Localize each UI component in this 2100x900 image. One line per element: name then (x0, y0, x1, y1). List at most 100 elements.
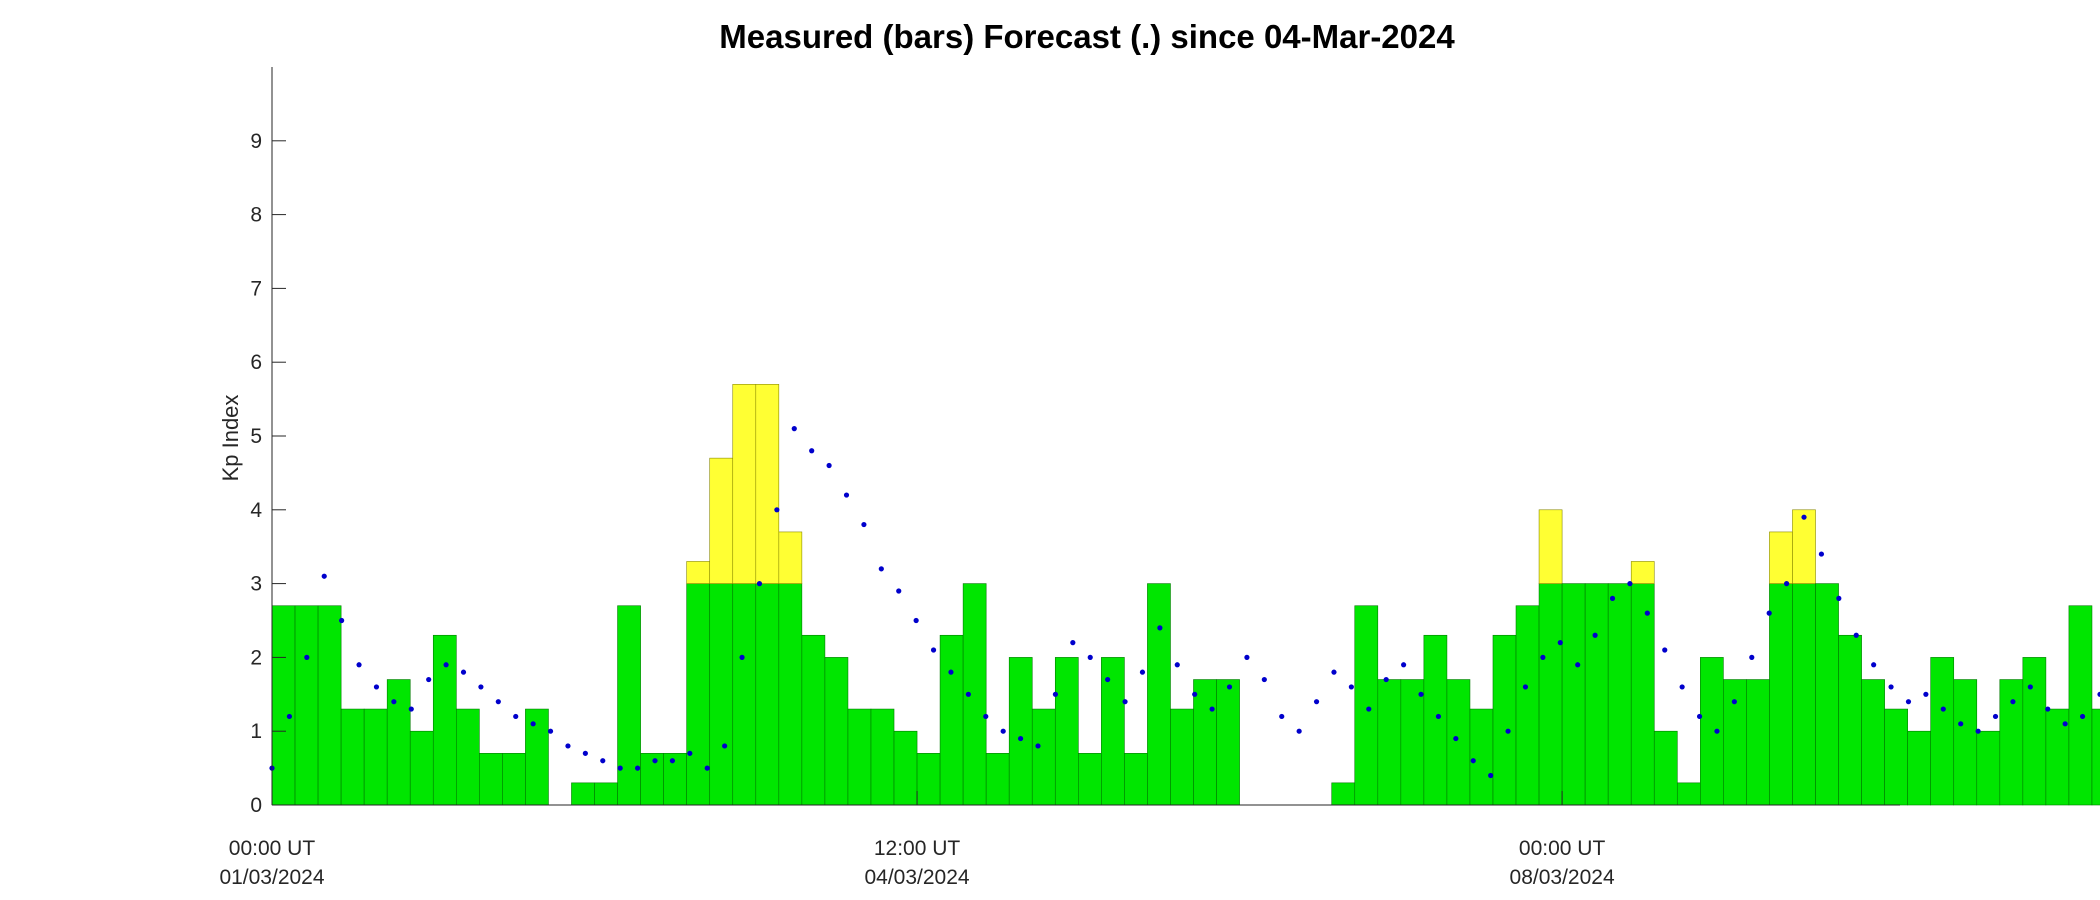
forecast-point (774, 507, 780, 513)
measured-bars (271, 384, 2100, 806)
kp-bar-quiet (1031, 708, 1056, 806)
forecast-point (1644, 610, 1650, 616)
kp-bar-quiet (363, 708, 388, 806)
kp-bar (1561, 583, 1586, 806)
forecast-point (791, 426, 797, 432)
forecast-point (391, 699, 397, 705)
x-tick-time: 00:00 UT (229, 837, 316, 860)
kp-bar-quiet (1216, 679, 1240, 806)
kp-bar (1953, 679, 1978, 806)
kp-bar (1769, 531, 1793, 806)
kp-bar-active (1792, 509, 1816, 584)
kp-bar-active (709, 457, 734, 584)
forecast-point (1818, 551, 1825, 557)
kp-bar (1078, 753, 1102, 806)
forecast-point (1836, 595, 1842, 601)
forecast-point (1435, 713, 1442, 720)
forecast-point (1313, 699, 1320, 705)
forecast-point (1975, 728, 1981, 734)
forecast-point (1157, 625, 1163, 631)
forecast-point (1540, 654, 1546, 661)
forecast-point (617, 765, 623, 771)
forecast-point (878, 566, 884, 572)
axes: 0 1 2 3 4 5 6 7 8 9 00:00 UT 01/03/2024 12:00 UT 04/0… (219, 67, 1900, 889)
y-tick-label: 4 (250, 499, 262, 522)
kp-bar-quiet (502, 753, 526, 806)
kp-bar (317, 605, 342, 806)
kp-bar (824, 657, 849, 806)
kp-bar (1607, 583, 1632, 806)
kp-bar (1861, 679, 1885, 806)
kp-bar-quiet (1884, 708, 1908, 806)
kp-bar (340, 708, 365, 806)
kp-bar (1446, 679, 1471, 806)
forecast-point (1000, 728, 1006, 734)
forecast-point (2062, 721, 2068, 727)
kp-bar-quiet (1630, 583, 1655, 806)
forecast-point (1017, 735, 1024, 742)
kp-bar-quiet (1101, 657, 1125, 806)
kp-bar-quiet (732, 583, 757, 806)
forecast-point (826, 462, 832, 469)
forecast-point (304, 654, 310, 661)
kp-bar (363, 708, 388, 806)
forecast-point (1139, 669, 1146, 675)
kp-bar (294, 605, 319, 806)
kp-bar (455, 708, 480, 806)
kp-bar-quiet (1953, 679, 1978, 806)
kp-bar (1838, 634, 1862, 806)
kp-bar-quiet (1769, 583, 1793, 806)
kp-bar-quiet (2022, 657, 2047, 806)
forecast-point (1174, 662, 1180, 668)
kp-bar (1008, 657, 1033, 806)
forecast-point (286, 713, 293, 720)
kp-bar (1584, 583, 1609, 806)
kp-bar-quiet (294, 605, 319, 806)
kp-bar-quiet (686, 583, 711, 806)
forecast-point (1731, 699, 1737, 705)
forecast-point (1418, 691, 1424, 697)
kp-bar (1147, 583, 1171, 806)
kp-bar-active (732, 384, 757, 584)
kp-bar (663, 753, 687, 806)
kp-bar-active (686, 561, 711, 584)
forecast-point (1905, 699, 1912, 705)
kp-bar-quiet (985, 753, 1010, 806)
kp-bar (2091, 708, 2100, 806)
kp-bar-active (778, 531, 803, 584)
kp-bar (939, 634, 964, 806)
y-tick-label: 8 (250, 204, 262, 227)
kp-bar (1170, 708, 1194, 806)
forecast-point (2097, 691, 2100, 697)
kp-bar (893, 730, 918, 806)
forecast-point (1888, 684, 1894, 690)
kp-bar-quiet (1930, 657, 1955, 806)
forecast-point (1522, 684, 1529, 690)
forecast-point (1801, 514, 1807, 520)
kp-bar (1054, 657, 1079, 806)
kp-bar-quiet (1700, 657, 1724, 806)
kp-bar-quiet (1607, 583, 1632, 806)
kp-bar (1400, 679, 1425, 806)
forecast-point (1470, 758, 1476, 764)
kp-bar-quiet (1078, 753, 1102, 806)
kp-bar (1423, 634, 1448, 806)
forecast-point (1209, 706, 1215, 712)
kp-bar-quiet (1193, 679, 1217, 806)
kp-bar-quiet (1723, 679, 1747, 806)
forecast-points (269, 426, 2100, 779)
forecast-point (1244, 654, 1250, 661)
kp-bar-quiet (1838, 634, 1862, 806)
kp-bar-quiet (1008, 657, 1033, 806)
chart-title: Measured (bars) Forecast (.) since 04-Ma… (719, 18, 1455, 55)
kp-bar (1676, 782, 1701, 806)
kp-bar-quiet (1469, 708, 1494, 806)
kp-bar (1653, 730, 1678, 806)
forecast-point (408, 706, 414, 712)
kp-bar-quiet (479, 753, 503, 806)
forecast-point (1122, 699, 1128, 705)
x-tick-time: 12:00 UT (874, 837, 961, 860)
kp-bar-quiet (870, 708, 895, 806)
y-tick-label: 1 (250, 720, 262, 743)
kp-bar (916, 753, 941, 806)
